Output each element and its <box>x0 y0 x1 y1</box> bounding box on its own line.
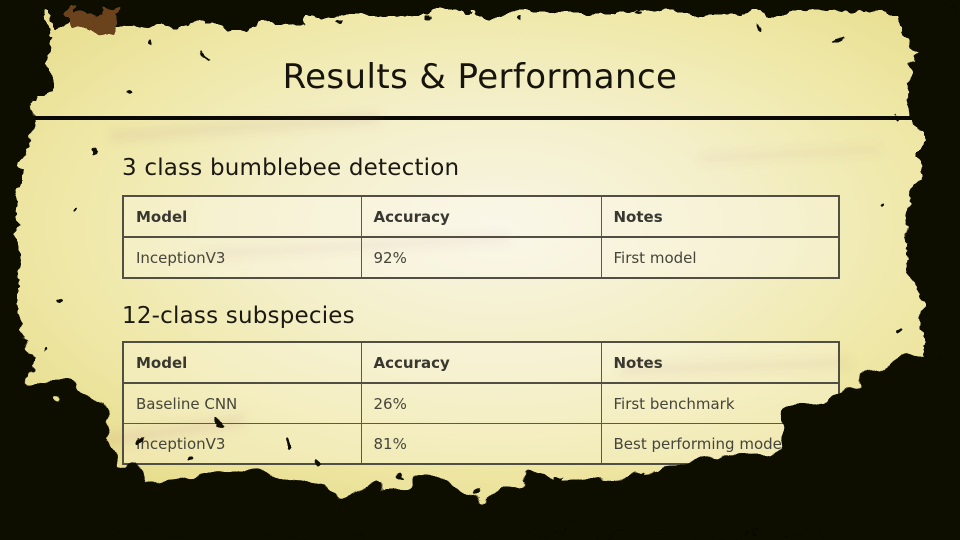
table-cell-accuracy: 81% <box>360 423 602 465</box>
section-heading-12class: 12-class subspecies <box>122 303 355 329</box>
table-12class-body: Baseline CNN 26% First benchmark Incepti… <box>122 382 840 465</box>
column-header-accuracy: Accuracy <box>360 341 602 384</box>
table-3class: Model Accuracy Notes InceptionV3 92% Fir… <box>122 195 840 279</box>
column-header-model: Model <box>122 341 362 384</box>
table-cell-accuracy: 92% <box>360 236 602 279</box>
column-header-model: Model <box>122 195 362 238</box>
table-cell-accuracy: 26% <box>360 382 602 424</box>
table-cell-model: InceptionV3 <box>122 423 362 465</box>
table-row: Model Accuracy Notes <box>122 341 840 384</box>
table-cell-notes: First model <box>600 236 840 279</box>
slide-title: Results & Performance <box>282 57 678 97</box>
table-row: Baseline CNN 26% First benchmark <box>122 382 840 424</box>
table-cell-notes: First benchmark <box>600 382 840 424</box>
column-header-accuracy: Accuracy <box>360 195 602 238</box>
table-12class-header: Model Accuracy Notes <box>122 341 840 384</box>
table-3class-body: InceptionV3 92% First model <box>122 236 840 279</box>
table-3class-header: Model Accuracy Notes <box>122 195 840 238</box>
column-header-notes: Notes <box>600 341 840 384</box>
title-divider <box>0 116 960 120</box>
section-heading-3class: 3 class bumblebee detection <box>122 155 460 181</box>
table-row: InceptionV3 92% First model <box>122 236 840 279</box>
table-cell-model: Baseline CNN <box>122 382 362 424</box>
column-header-notes: Notes <box>600 195 840 238</box>
table-cell-notes: Best performing model <box>600 423 840 465</box>
table-cell-model: InceptionV3 <box>122 236 362 279</box>
table-12class: Model Accuracy Notes Baseline CNN 26% Fi… <box>122 341 840 465</box>
table-row: Model Accuracy Notes <box>122 195 840 238</box>
table-row: InceptionV3 81% Best performing model <box>122 423 840 465</box>
